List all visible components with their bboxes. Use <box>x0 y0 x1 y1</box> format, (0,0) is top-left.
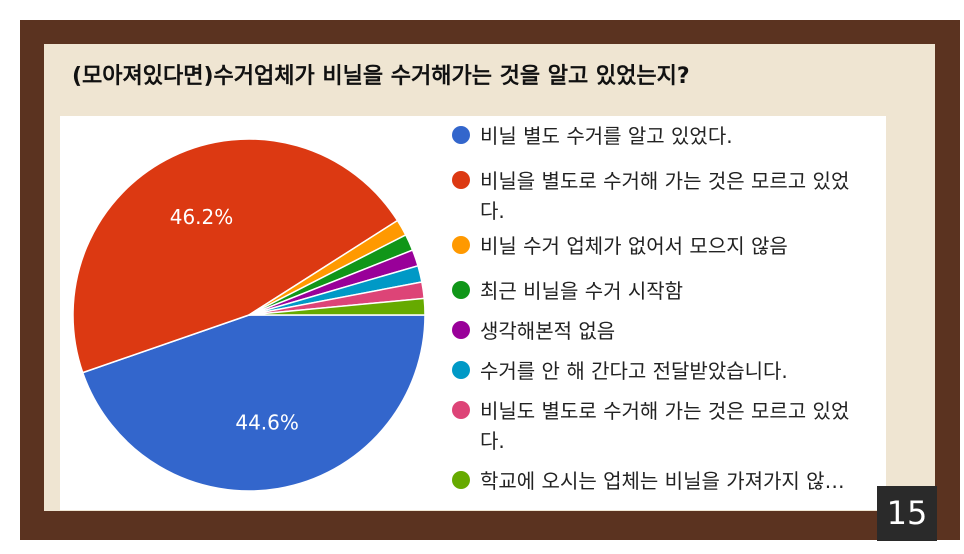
legend-item-2: 비닐을 별도로 수거해 가는 것은 모르고 있었다. <box>452 166 855 226</box>
legend-label-8: 학교에 오시는 업체는 비닐을 가져가지 않… <box>480 469 845 493</box>
pie-chart: 44.6% 46.2% <box>72 138 426 492</box>
legend-label-2: 비닐을 별도로 수거해 가는 것은 모르고 있었다. <box>480 169 850 223</box>
pie-slice-label-1: 44.6% <box>235 411 299 435</box>
legend-swatch-7 <box>452 401 470 419</box>
legend-label-3: 비닐 수거 업체가 없어서 모으지 않음 <box>480 234 788 258</box>
legend-swatch-3 <box>452 236 470 254</box>
legend-label-1: 비닐 별도 수거를 알고 있었다. <box>480 124 733 148</box>
legend-swatch-6 <box>452 361 470 379</box>
legend-swatch-4 <box>452 281 470 299</box>
legend-label-4: 최근 비닐을 수거 시작함 <box>480 279 684 303</box>
legend-swatch-5 <box>452 321 470 339</box>
legend-label-6: 수거를 안 해 간다고 전달받았습니다. <box>480 359 788 383</box>
legend-swatch-2 <box>452 171 470 189</box>
pie-slice-2 <box>72 138 399 374</box>
legend-item-1: 비닐 별도 수거를 알고 있었다. <box>452 121 855 151</box>
chart-title: (모아져있다면)수거업체가 비닐을 수거해가는 것을 알고 있었는지? <box>72 64 690 89</box>
legend-item-6: 수거를 안 해 간다고 전달받았습니다. <box>452 356 855 386</box>
pie-slice-1 <box>81 314 426 492</box>
legend-item-4: 최근 비닐을 수거 시작함 <box>452 276 855 306</box>
legend-item-3: 비닐 수거 업체가 없어서 모으지 않음 <box>452 231 855 261</box>
legend-swatch-1 <box>452 126 470 144</box>
page-number-badge: 15 <box>877 486 937 541</box>
legend-item-5: 생각해본적 없음 <box>452 316 855 346</box>
legend-item-7: 비닐도 별도로 수거해 가는 것은 모르고 있었다. <box>452 396 855 456</box>
pie-slice-8 <box>248 297 426 316</box>
legend-label-5: 생각해본적 없음 <box>480 319 616 343</box>
legend-swatch-8 <box>452 471 470 489</box>
legend-label-7: 비닐도 별도로 수거해 가는 것은 모르고 있었다. <box>480 399 850 453</box>
pie-slice-label-2: 46.2% <box>170 205 234 229</box>
legend-item-8: 학교에 오시는 업체는 비닐을 가져가지 않… <box>452 466 855 496</box>
title-area: (모아져있다면)수거업체가 비닐을 수거해가는 것을 알고 있었는지? <box>44 44 935 116</box>
